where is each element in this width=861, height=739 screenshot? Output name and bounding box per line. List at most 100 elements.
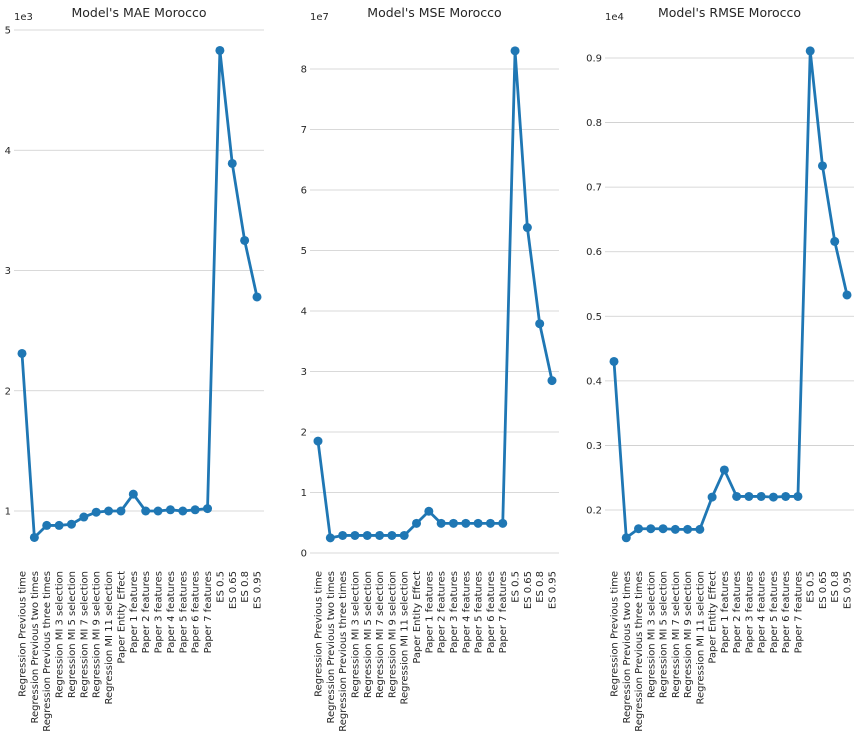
data-point <box>178 506 188 516</box>
y-tick-label: 2 <box>301 428 307 439</box>
y-tick-label: 0.4 <box>586 376 602 387</box>
x-tick-label: Paper 6 features <box>191 571 202 653</box>
x-tick-label: Paper 3 features <box>154 571 165 653</box>
x-tick-label: Paper 3 features <box>744 571 755 653</box>
data-point <box>436 518 446 528</box>
y-tick-label: 1 <box>301 488 307 499</box>
x-tick-label: Paper 2 features <box>732 571 743 653</box>
x-tick-label: Regression MI 9 selection <box>387 571 398 698</box>
y-tick-label: 0.2 <box>586 506 602 517</box>
x-tick-label: ES 0.8 <box>240 571 251 603</box>
x-tick-label: Regression Previous three times <box>634 571 645 732</box>
x-tick-label: Regression MI 5 selection <box>67 571 78 698</box>
x-tick-label: Paper 2 features <box>141 571 152 653</box>
x-tick-label: Regression Previous time <box>18 571 29 697</box>
x-tick-label: Paper 6 features <box>486 571 497 653</box>
x-tick-label: Paper 7 features <box>203 571 214 653</box>
data-point <box>535 319 545 329</box>
data-point <box>165 505 175 515</box>
data-point <box>350 530 360 540</box>
data-point <box>707 492 717 502</box>
x-tick-label: Paper 4 features <box>757 571 768 653</box>
data-point <box>842 290 852 300</box>
y-tick-label: 0.5 <box>586 312 602 323</box>
data-point <box>473 518 483 528</box>
data-point <box>215 45 225 55</box>
y-tick-label: 0.8 <box>586 118 602 129</box>
x-tick-label: Regression Previous time <box>314 571 325 697</box>
data-point <box>646 524 656 534</box>
x-tick-label: ES 0.65 <box>818 571 829 609</box>
data-point <box>79 512 89 522</box>
x-tick-label: Regression MI 3 selection <box>350 571 361 698</box>
data-point <box>510 46 520 56</box>
y-tick-label: 0.9 <box>586 54 602 65</box>
x-tick-label: ES 0.5 <box>806 571 817 603</box>
data-point <box>695 524 705 534</box>
y-tick-label: 1 <box>5 507 11 518</box>
x-tick-label: Regression MI 3 selection <box>55 571 66 698</box>
chart-title: Model's MSE Morocco <box>367 5 501 20</box>
x-tick-label: ES 0.8 <box>535 571 546 603</box>
x-tick-label: Regression Previous two times <box>326 571 337 724</box>
y-tick-label: 5 <box>301 246 307 257</box>
x-tick-label: Regression MI 7 selection <box>375 571 386 698</box>
data-point <box>338 530 348 540</box>
y-tick-label: 2 <box>5 386 11 397</box>
data-point <box>116 506 126 516</box>
data-point <box>732 491 742 501</box>
x-tick-label: Paper 5 features <box>178 571 189 653</box>
series-line <box>20 49 259 539</box>
x-tick-label: Regression MI 11 selection <box>400 571 411 704</box>
data-point <box>17 348 27 358</box>
x-tick-label: Regression MI 11 selection <box>104 571 115 704</box>
data-point <box>670 524 680 534</box>
data-point <box>485 518 495 528</box>
x-tick-label: Regression Previous two times <box>30 571 41 724</box>
y-tick-label: 3 <box>301 367 307 378</box>
data-point <box>29 532 39 542</box>
data-point <box>756 491 766 501</box>
x-tick-label: Paper Entity Effect <box>708 571 719 664</box>
data-point <box>817 161 827 171</box>
data-point <box>375 530 385 540</box>
data-point <box>609 356 619 366</box>
x-tick-label: Paper 1 features <box>424 571 435 653</box>
x-tick-label: Paper 1 features <box>720 571 731 653</box>
data-point <box>141 506 151 516</box>
data-point <box>522 223 532 233</box>
series-line <box>612 49 849 540</box>
data-point <box>793 491 803 501</box>
data-point <box>42 520 52 530</box>
data-point <box>203 504 213 514</box>
data-point <box>399 530 409 540</box>
y-tick-label: 3 <box>5 266 11 277</box>
x-tick-label: Paper Entity Effect <box>116 571 127 664</box>
data-point <box>412 518 422 528</box>
data-point <box>104 506 114 516</box>
data-point <box>252 292 262 302</box>
x-tick-label: ES 0.8 <box>830 571 841 603</box>
data-point <box>66 519 76 529</box>
x-tick-label: Paper 1 features <box>129 571 140 653</box>
x-tick-label: Regression MI 9 selection <box>92 571 103 698</box>
chart-panel-2: Model's MSE Morocco 1e7 0 1 2 3 4 5 6 7 8 Regressio… <box>301 5 559 732</box>
x-tick-label: ES 0.95 <box>548 571 559 609</box>
y-tick-label: 7 <box>301 125 307 136</box>
data-point <box>805 46 815 56</box>
data-point <box>448 518 458 528</box>
data-point <box>91 507 101 517</box>
data-point <box>240 235 250 245</box>
x-tick-label: Paper 7 features <box>793 571 804 653</box>
x-tick-label: Regression MI 5 selection <box>659 571 670 698</box>
x-tick-label: Paper 5 features <box>769 571 780 653</box>
x-tick-label: Paper 4 features <box>166 571 177 653</box>
data-point <box>325 533 335 543</box>
data-point <box>744 491 754 501</box>
y-tick-label: 5 <box>5 26 11 37</box>
data-point <box>634 524 644 534</box>
data-point <box>153 506 163 516</box>
data-point <box>498 518 508 528</box>
y-axis-offset-label: 1e7 <box>310 12 329 23</box>
